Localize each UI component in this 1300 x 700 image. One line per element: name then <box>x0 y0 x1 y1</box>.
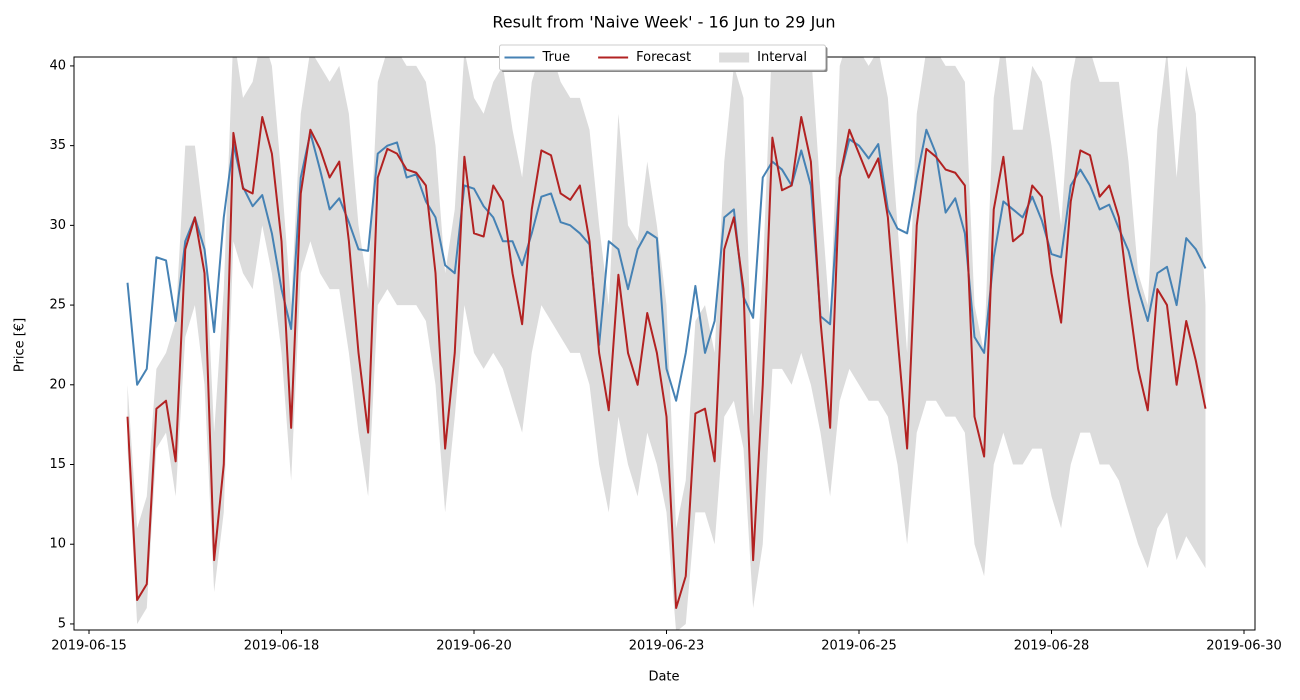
x-tick-label: 2019-06-28 <box>1014 639 1090 654</box>
plot-area <box>126 57 1207 630</box>
legend-label: Interval <box>757 50 807 65</box>
y-tick-label: 20 <box>49 377 66 392</box>
x-tick-label: 2019-06-25 <box>821 639 897 654</box>
axes: 5 10 15 20 25 30 35 40 2019-06-15 2019-06-18 2019-… <box>49 56 1282 654</box>
series-line <box>126 115 1207 609</box>
x-tick-label: 2019-06-23 <box>629 639 705 654</box>
y-tick-label: 35 <box>49 138 66 153</box>
y-tick-label: 5 <box>58 616 66 631</box>
legend-label: Forecast <box>636 50 691 65</box>
y-tick-label: 10 <box>49 537 66 552</box>
legend-swatch <box>719 52 750 63</box>
y-axis-label: Price [€] <box>13 318 28 372</box>
y-tick-label: 40 <box>49 58 66 73</box>
x-tick-label: 2019-06-18 <box>244 639 320 654</box>
x-tick-label: 2019-06-20 <box>436 639 512 654</box>
x-axis-label: Date <box>648 670 679 685</box>
interval-band <box>127 57 1206 630</box>
legend-box <box>499 44 826 71</box>
y-tick-label: 30 <box>49 218 66 233</box>
y-tick-label: 15 <box>49 457 66 472</box>
y-tick-label: 25 <box>49 298 66 313</box>
legend: True Forecast Interval <box>499 44 828 72</box>
legend-label: True <box>542 50 571 65</box>
x-tick-label: 2019-06-30 <box>1206 639 1282 654</box>
x-tick-label: 2019-06-15 <box>51 639 127 654</box>
chart-title: Result from 'Naive Week' - 16 Jun to 29 … <box>492 13 835 32</box>
